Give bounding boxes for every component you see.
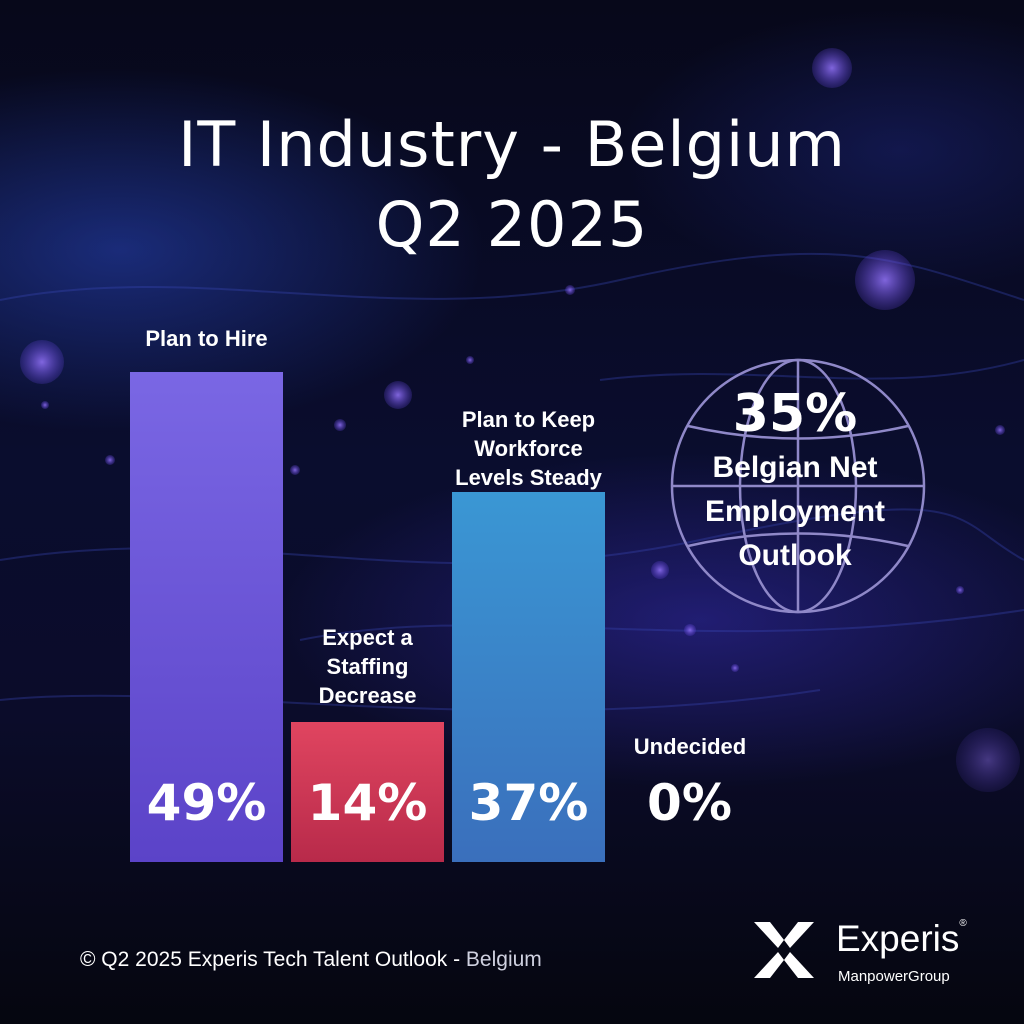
category-label-plan-to-hire: Plan to Hire [110, 324, 303, 353]
title-line-1: IT Industry - Belgium [178, 108, 846, 181]
logo-wordmark: Experis® [836, 918, 967, 960]
title-line-2: Q2 2025 [375, 188, 649, 261]
category-label-line: Levels Steady [455, 465, 602, 490]
bar-plan-to-hire [130, 372, 283, 862]
logo-subtitle: ManpowerGroup [838, 968, 950, 985]
category-label-line: Plan to Hire [145, 326, 268, 351]
logo-registered-mark: ® [959, 918, 967, 929]
value-label-undecided: 0% [647, 774, 732, 832]
category-label-line: Workforce [474, 436, 583, 461]
category-label-staffing-decrease: Expect a Staffing Decrease [281, 623, 454, 710]
category-label-line: Decrease [318, 683, 417, 708]
kpi-label-line: Outlook [738, 539, 852, 572]
value-label-plan-to-hire: 49% [146, 774, 267, 832]
category-label-line: Plan to Keep [461, 407, 596, 432]
logo-name-text: Experis [836, 918, 960, 959]
bar-plan-to-keep-steady [452, 492, 605, 862]
value-label-keep-steady: 37% [468, 774, 589, 832]
category-label-line: Undecided [633, 734, 747, 759]
globe-icon [670, 358, 926, 614]
net-employment-outlook-label: Belgian Net Employment Outlook [660, 446, 930, 578]
bar-expect-staffing-decrease [291, 722, 444, 862]
value-label-staffing-decrease: 14% [307, 774, 428, 832]
footer-region: Belgium [465, 948, 542, 971]
footer-credit: © Q2 2025 Experis Tech Talent Outlook - … [80, 948, 542, 972]
kpi-label-line: Employment [704, 495, 886, 528]
footer-separator: - [447, 948, 466, 971]
net-employment-outlook-value: 35% [732, 384, 858, 444]
category-label-keep-steady: Plan to Keep Workforce Levels Steady [422, 405, 635, 492]
kpi-label-line: Belgian Net [712, 451, 878, 484]
category-label-undecided: Undecided [605, 732, 775, 761]
category-label-line: Expect a [322, 625, 413, 650]
category-label-line: Staffing [326, 654, 409, 679]
experis-x-icon [754, 922, 814, 978]
footer-text: © Q2 2025 Experis Tech Talent Outlook [80, 948, 448, 971]
